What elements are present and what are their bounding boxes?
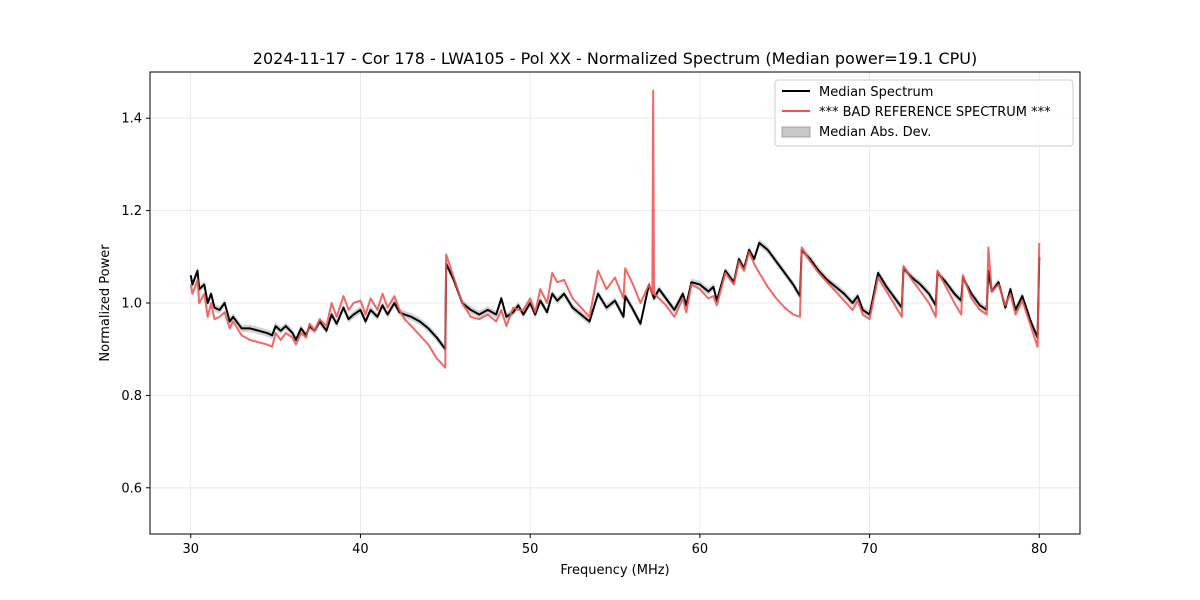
x-tick-label: 70 — [861, 542, 878, 557]
legend-box — [774, 79, 1074, 147]
legend: Median Spectrum *** BAD REFERENCE SPECTR… — [774, 79, 1074, 147]
bad-reference-spectrum-line — [189, 89, 1041, 369]
x-tick-label: 30 — [182, 542, 199, 557]
series-layer — [189, 89, 1041, 369]
legend-bad-reference-label: *** BAD REFERENCE SPECTRUM *** — [819, 105, 1051, 120]
y-axis-label: Normalized Power — [98, 244, 113, 362]
y-tick-label: 1.4 — [121, 112, 142, 127]
chart-title: 2024-11-17 - Cor 178 - LWA105 - Pol XX -… — [253, 49, 977, 68]
y-tick-label: 0.6 — [121, 481, 142, 496]
y-axis-ticks: 0.6 0.8 1.0 1.2 1.4 — [121, 112, 150, 496]
legend-median-label: Median Spectrum — [819, 85, 933, 100]
x-axis-ticks: 30 40 50 60 70 80 — [182, 534, 1048, 557]
y-tick-label: 1.0 — [121, 297, 142, 312]
legend-mad-label: Median Abs. Dev. — [819, 125, 931, 140]
legend-mad-swatch — [781, 126, 811, 138]
x-tick-label: 60 — [692, 542, 709, 557]
x-axis-label: Frequency (MHz) — [560, 563, 669, 578]
y-tick-label: 1.2 — [121, 204, 142, 219]
x-tick-label: 80 — [1031, 542, 1048, 557]
y-tick-label: 0.8 — [121, 389, 142, 404]
x-tick-label: 40 — [352, 542, 369, 557]
x-tick-label: 50 — [522, 542, 539, 557]
